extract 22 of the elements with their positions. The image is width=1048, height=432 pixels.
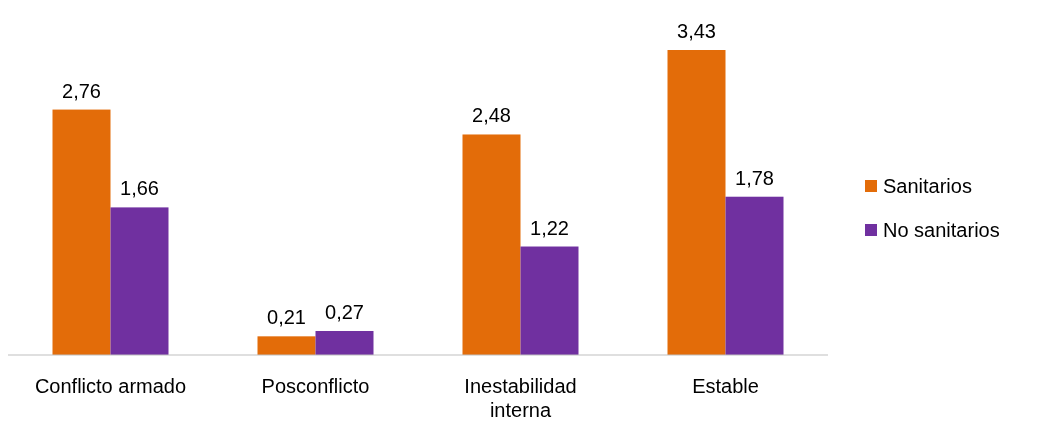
- x-tick-label: Posconflicto: [261, 375, 370, 397]
- bar: [462, 134, 521, 355]
- data-label: 0,21: [267, 306, 306, 329]
- bar: [520, 246, 579, 355]
- data-label: 1,78: [735, 166, 774, 189]
- data-label: 1,66: [120, 177, 159, 200]
- bar: [257, 336, 316, 355]
- bar: [725, 196, 784, 355]
- data-label: 2,48: [472, 104, 511, 127]
- legend-label: No sanitarios: [883, 219, 1000, 241]
- legend-label: Sanitarios: [883, 175, 972, 197]
- data-label: 1,22: [530, 216, 569, 239]
- bar: [110, 207, 169, 355]
- x-tick-label: Conflicto armado: [34, 375, 187, 397]
- data-label: 3,43: [677, 20, 716, 42]
- bar: [667, 50, 726, 355]
- bar: [52, 109, 111, 355]
- x-tick-label: Estable: [692, 375, 759, 397]
- data-label: 0,27: [325, 300, 364, 323]
- bar: [315, 330, 374, 355]
- x-tick-label: Inestabilidad interna: [464, 375, 577, 421]
- data-label: 2,76: [62, 79, 101, 102]
